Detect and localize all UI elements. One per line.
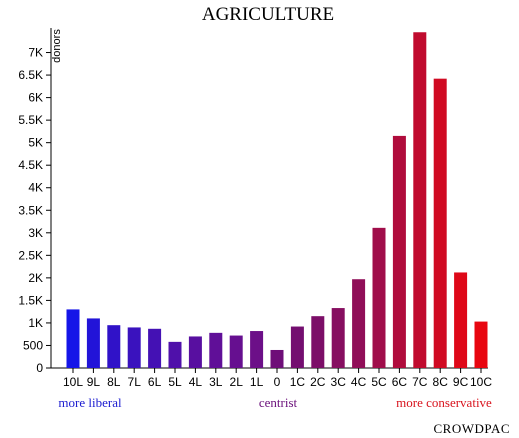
x-tick-label: 1C	[290, 375, 306, 389]
bar-9C	[454, 272, 468, 368]
x-tick-label: 2C	[310, 375, 326, 389]
bar-8L	[107, 325, 121, 368]
y-tick-label: 4.5K	[18, 158, 43, 172]
chart-title: AGRICULTURE	[202, 4, 334, 25]
region-label-centrist: centrist	[259, 395, 298, 410]
x-tick-label: 3L	[209, 375, 223, 389]
bar-2C	[311, 316, 325, 368]
bar-7L	[127, 327, 141, 368]
y-axis: 0 500 1K 1.5K 2K 2.5K 3K 3.5K 4K 4.5K 5K 5.5K 6K 6.5K…	[18, 46, 51, 375]
bar-10L	[66, 309, 80, 368]
y-tick-label: 6.5K	[18, 68, 43, 82]
y-tick-label: 4K	[28, 181, 43, 195]
x-tick-label: 4L	[189, 375, 203, 389]
y-tick-label: 500	[23, 338, 43, 352]
x-tick-label: 8L	[107, 375, 121, 389]
y-tick-label: 2.5K	[18, 248, 43, 262]
bar-6C	[392, 135, 406, 368]
x-tick-label: 5C	[371, 375, 387, 389]
bar-8C	[433, 78, 447, 368]
bar-6L	[148, 328, 162, 368]
bar-3C	[331, 308, 345, 368]
bar-5L	[168, 341, 182, 368]
bar-9L	[86, 318, 100, 368]
x-tick-label: 10C	[470, 375, 492, 389]
bar-7C	[413, 32, 427, 369]
x-tick-label: 0	[274, 375, 281, 389]
bar-3L	[209, 332, 223, 368]
x-tick-label: 7L	[128, 375, 142, 389]
bar-1C	[290, 326, 304, 368]
region-label-liberal: more liberal	[58, 395, 122, 410]
bar-4L	[188, 336, 202, 368]
bar-5C	[372, 227, 386, 368]
x-tick-label: 2L	[230, 375, 244, 389]
y-tick-label: 3K	[28, 226, 43, 240]
y-tick-label: 5.5K	[18, 113, 43, 127]
y-tick-label: 3.5K	[18, 203, 43, 217]
x-tick-label: 6L	[148, 375, 162, 389]
brand-logo-text: CROWDPAC	[434, 421, 510, 436]
y-tick-label: 0	[36, 361, 43, 375]
x-tick-label: 9C	[453, 375, 469, 389]
bar-2L	[229, 335, 243, 368]
bar-1L	[250, 331, 264, 368]
y-tick-label: 1K	[28, 316, 43, 330]
y-tick-label: 1.5K	[18, 293, 43, 307]
bars	[66, 32, 488, 369]
y-tick-label: 6K	[28, 91, 43, 105]
bar-0	[270, 349, 284, 368]
bar-4C	[352, 279, 366, 368]
x-tick-label: 5L	[168, 375, 182, 389]
bar-10C	[474, 321, 488, 368]
x-tick-label: 7C	[412, 375, 428, 389]
region-label-conservative: more conservative	[396, 395, 492, 410]
x-tick-label: 4C	[351, 375, 367, 389]
x-tick-label: 3C	[331, 375, 347, 389]
y-tick-label: 5K	[28, 136, 43, 150]
x-tick-label: 1L	[250, 375, 264, 389]
x-tick-label: 9L	[87, 375, 101, 389]
y-tick-label: 2K	[28, 271, 43, 285]
y-axis-label: donors	[51, 29, 63, 63]
x-tick-label: 8C	[433, 375, 449, 389]
y-tick-label: 7K	[28, 46, 43, 60]
x-tick-label: 10L	[63, 375, 83, 389]
x-axis: 10L 9L 8L 7L 6L 5L 4L 3L 2L 1L 0 1C 2C 3C 4C 5C 6C 7C 8C 9C…	[63, 368, 492, 389]
x-tick-label: 6C	[392, 375, 408, 389]
